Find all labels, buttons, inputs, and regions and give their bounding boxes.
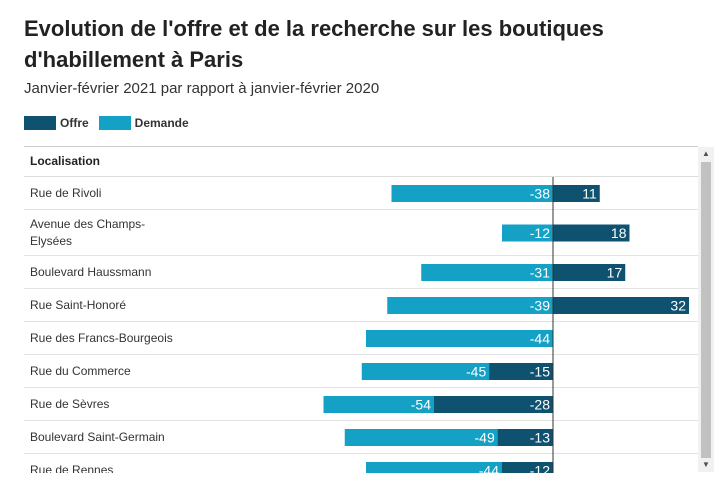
- table-row: Rue de Sèvres: [24, 388, 698, 421]
- demande-value-label: -39: [530, 298, 550, 314]
- row-label: Rue Saint-Honoré: [30, 298, 127, 312]
- offre-value-label: -15: [530, 364, 550, 380]
- demande-value-label: -44: [530, 331, 550, 347]
- table-row: Rue du Commerce: [24, 355, 698, 388]
- chart-subtitle: Janvier-février 2021 par rapport à janvi…: [24, 80, 380, 97]
- offre-value-label: -13: [530, 430, 550, 446]
- row-label: Rue de Rivoli: [30, 186, 102, 200]
- row-label: Rue du Commerce: [30, 364, 131, 378]
- table-row: Rue de Rennes: [24, 454, 698, 473]
- scroll-thumb[interactable]: [701, 162, 711, 458]
- offre-value-label: 17: [607, 265, 623, 281]
- vertical-scrollbar[interactable]: ▲ ▼: [698, 147, 714, 472]
- arrow-down-icon[interactable]: ▼: [702, 460, 710, 469]
- legend-swatch-offre: [24, 116, 56, 130]
- legend: Offre Demande: [24, 116, 199, 130]
- row-label: Boulevard Saint-Germain: [30, 430, 165, 444]
- table-row: Avenue des Champs-Elysées: [24, 210, 698, 256]
- legend-label-offre: Offre: [60, 116, 89, 130]
- chart-title: Evolution de l'offre et de la recherche …: [24, 16, 604, 72]
- offre-bar: [502, 462, 553, 473]
- row-label: Rue des Francs-Bourgeois: [30, 331, 173, 345]
- offre-bar: [553, 224, 630, 242]
- offre-bar: [553, 264, 626, 281]
- row-label: Boulevard Haussmann: [30, 265, 152, 279]
- offre-value-label: 11: [582, 186, 597, 202]
- offre-value-label: -12: [530, 463, 550, 474]
- demande-bar: [502, 224, 553, 242]
- demande-value-label: -31: [530, 265, 550, 281]
- demande-bar: [391, 185, 553, 202]
- row-label: Avenue des Champs-Elysées: [30, 217, 146, 248]
- demande-value-label: -12: [530, 225, 550, 241]
- legend-item-demande: Demande: [98, 116, 189, 130]
- column-header-localisation: Localisation: [30, 154, 101, 168]
- legend-swatch-demande: [98, 116, 131, 130]
- demande-bar: [421, 264, 553, 281]
- legend-item-offre: Offre: [24, 116, 89, 130]
- demande-value-label: -38: [530, 186, 550, 202]
- demande-value-label: -49: [475, 430, 495, 446]
- row-label: Rue de Rennes: [30, 463, 114, 473]
- legend-label-demande: Demande: [134, 116, 189, 130]
- offre-bar: [489, 363, 553, 380]
- data-table[interactable]: Localisation Rue de Rivoli Avenue des Cha…: [24, 146, 698, 473]
- offre-value-label: -28: [530, 397, 550, 413]
- bar-chart: -38 11 -12 18 -31 17 -39 32 -44 -45 -15 -54 -28 -49 -1…: [323, 177, 689, 474]
- table-row: Boulevard Saint-Germain: [24, 421, 698, 454]
- row-label: Rue de Sèvres: [30, 397, 110, 411]
- demande-bar: [387, 297, 553, 314]
- table-row: Boulevard Haussmann: [24, 256, 698, 289]
- demande-bar: [366, 462, 553, 473]
- table-row: Rue de Rivoli: [24, 177, 698, 210]
- demande-value-label: -54: [411, 397, 431, 413]
- table-row: Rue Saint-Honoré: [24, 289, 698, 322]
- offre-bar: [434, 396, 553, 413]
- offre-value-label: 32: [670, 298, 686, 314]
- offre-bar: [553, 185, 600, 202]
- offre-value-label: 18: [611, 225, 627, 241]
- demande-value-label: -45: [466, 364, 486, 380]
- table-row: Rue des Francs-Bourgeois: [24, 322, 698, 355]
- offre-bar: [553, 297, 689, 314]
- offre-bar: [497, 429, 553, 446]
- table-header: Localisation: [24, 147, 698, 177]
- demande-value-label: -44: [479, 463, 499, 474]
- arrow-up-icon[interactable]: ▲: [702, 149, 710, 158]
- demande-bar: [366, 330, 553, 347]
